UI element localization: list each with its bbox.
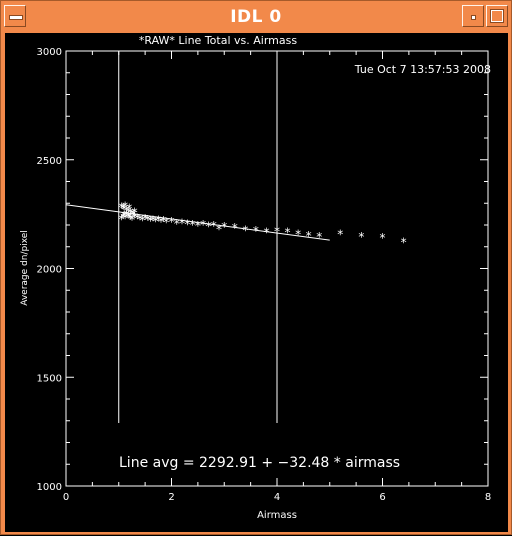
marks-group: ********************************* * * * * * * *…	[65, 199, 407, 249]
fit-line	[65, 204, 330, 241]
data-point-asterisk: *	[126, 202, 132, 216]
data-point-asterisk: *	[221, 220, 227, 234]
data-point-asterisk: *	[153, 215, 159, 229]
window-title: IDL 0	[230, 7, 282, 27]
data-point-asterisk: *	[195, 219, 201, 233]
y-tick-label: 1500	[37, 373, 62, 384]
data-point-asterisk: *	[129, 207, 135, 221]
data-point-asterisk: *	[118, 201, 124, 215]
data-point-asterisk: *	[118, 212, 124, 226]
y-tick-label: 2000	[37, 265, 62, 276]
fit-annotation: Line avg = 2292.91 + −32.48 * airmass	[119, 455, 400, 471]
scatter-plot: *RAW* Line Total vs. Airmass Tue Oct 7 1…	[20, 34, 492, 521]
data-point-asterisk: *	[142, 212, 148, 226]
data-point-asterisk: *	[127, 206, 133, 220]
menu-bar-icon	[9, 15, 23, 20]
minimize-icon	[471, 15, 476, 20]
data-point-asterisk: *	[125, 210, 131, 224]
data-point-asterisk: *	[126, 211, 132, 225]
data-point-asterisk: *	[211, 219, 217, 233]
x-axis-label: Airmass	[257, 510, 297, 521]
data-point-asterisk: *	[253, 224, 259, 238]
maximize-icon	[490, 9, 504, 23]
y-tick-label: 1000	[37, 482, 62, 493]
plot-canvas: *RAW* Line Total vs. Airmass Tue Oct 7 1…	[5, 33, 508, 532]
data-point-asterisk: *	[125, 205, 131, 219]
data-point-asterisk: *	[122, 199, 128, 213]
data-point-asterisk: *	[121, 209, 127, 223]
title-bar[interactable]: IDL 0	[1, 1, 511, 33]
data-point-asterisk: *	[205, 219, 211, 233]
data-point-asterisk: *	[216, 222, 222, 236]
data-point-asterisk: *	[158, 215, 164, 229]
data-point-asterisk: *	[263, 226, 269, 240]
data-point-asterisk: *	[124, 204, 130, 218]
data-point-asterisk: *	[145, 213, 151, 227]
data-point-asterisk: *	[122, 211, 128, 225]
data-point-asterisk: *	[358, 230, 364, 244]
data-point-asterisk: *	[150, 213, 156, 227]
x-tick-label: 0	[63, 492, 69, 503]
x-tick-label: 6	[379, 492, 385, 503]
data-point-asterisk: *	[316, 230, 322, 244]
data-point-asterisk: *	[184, 217, 190, 231]
y-tick-label: 3000	[37, 47, 62, 58]
data-point-asterisk: *	[134, 211, 140, 225]
data-point-asterisk: *	[337, 228, 343, 242]
data-point-asterisk: *	[295, 228, 301, 242]
data-point-asterisk: *	[137, 212, 143, 226]
data-point-asterisk: *	[129, 213, 135, 227]
data-point-asterisk: *	[174, 217, 180, 231]
data-point-asterisk: *	[232, 221, 238, 235]
x-tick-label: 8	[485, 492, 491, 503]
data-point-asterisk: *	[139, 214, 145, 228]
data-point-asterisk: *	[401, 235, 407, 249]
minimize-button[interactable]	[462, 5, 484, 27]
window-menu-button[interactable]	[4, 5, 26, 27]
data-point-asterisk: *	[121, 203, 127, 217]
plot-title: *RAW* Line Total vs. Airmass	[139, 34, 297, 47]
data-point-asterisk: *	[285, 226, 291, 240]
data-point-asterisk: *	[200, 218, 206, 232]
data-point-asterisk: *	[179, 216, 185, 230]
x-tick-label: 4	[274, 492, 280, 503]
data-point-asterisk: *	[147, 214, 153, 228]
data-point-asterisk: *	[161, 214, 167, 228]
data-point-asterisk: *	[120, 210, 126, 224]
maximize-button[interactable]	[486, 5, 508, 27]
data-point-asterisk: *	[120, 202, 126, 216]
data-point-asterisk: *	[155, 214, 161, 228]
data-point-asterisk: *	[131, 208, 137, 222]
data-point-asterisk: *	[380, 231, 386, 245]
data-point-asterisk: *	[163, 216, 169, 230]
y-tick-label: 2500	[37, 156, 62, 167]
data-point-asterisk: *	[306, 229, 312, 243]
data-point-asterisk: *	[132, 206, 138, 220]
data-point-asterisk: *	[124, 208, 130, 222]
data-point-asterisk: *	[169, 215, 175, 229]
axes-group: 0 2 4 6 8 1000 1500 2000 2500 3000	[37, 47, 492, 503]
data-point-asterisk: *	[190, 218, 196, 232]
y-axis-label: Average dn/pixel	[20, 230, 30, 306]
data-point-asterisk: *	[274, 224, 280, 238]
data-point-asterisk: *	[242, 223, 248, 237]
x-tick-label: 2	[168, 492, 174, 503]
data-point-asterisk: *	[132, 210, 138, 224]
data-point-asterisk: *	[127, 212, 133, 226]
plot-timestamp: Tue Oct 7 13:57:53 2008	[354, 63, 491, 76]
